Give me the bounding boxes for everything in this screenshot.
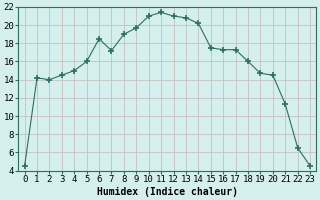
X-axis label: Humidex (Indice chaleur): Humidex (Indice chaleur) xyxy=(97,186,238,197)
